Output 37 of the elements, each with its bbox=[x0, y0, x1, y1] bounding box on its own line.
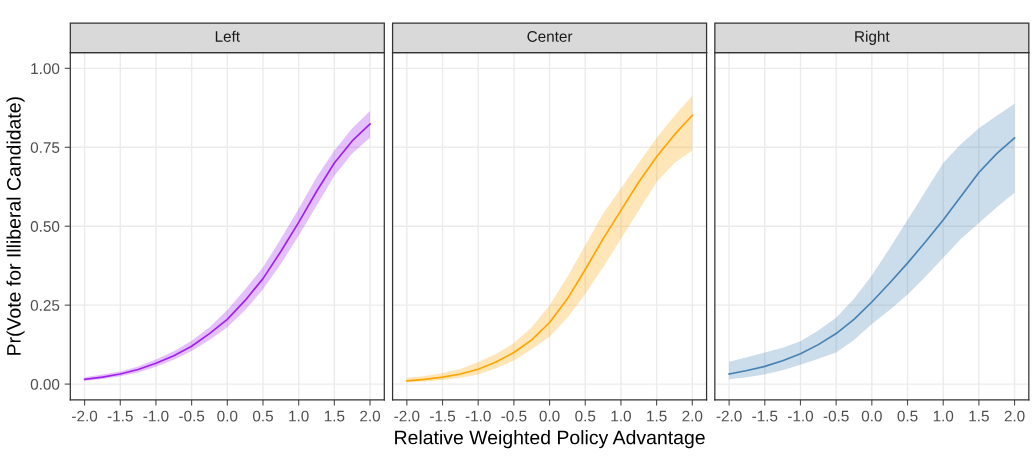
x-tick-label: 1.0 bbox=[289, 410, 309, 422]
chart-title: Left bbox=[215, 30, 240, 42]
chart-title: Right bbox=[855, 30, 890, 45]
x-tick-label: 1.5 bbox=[969, 410, 989, 422]
x-tick-label: -1.0 bbox=[465, 410, 491, 422]
x-tick-label: -2.0 bbox=[72, 410, 98, 422]
y-tick-label: 0.25 bbox=[30, 300, 60, 311]
y-tick-label: 0.75 bbox=[30, 142, 60, 153]
y-tick-label: 1.00 bbox=[31, 63, 60, 75]
x-tick-label: 0.5 bbox=[575, 410, 596, 422]
x-tick-label: -0.5 bbox=[179, 410, 205, 422]
x-tick-label: 2.0 bbox=[1004, 410, 1025, 422]
x-tick-label: -0.5 bbox=[823, 410, 849, 422]
x-axis-title: Relative Weighted Policy Advantage bbox=[395, 430, 705, 449]
x-tick-label: 0.0 bbox=[861, 410, 882, 422]
x-tick-label: 1.5 bbox=[647, 410, 667, 422]
chart-title: Center bbox=[527, 31, 573, 42]
x-tick-label: 0.5 bbox=[252, 410, 273, 422]
x-tick-label: 1.0 bbox=[933, 410, 954, 422]
x-tick-label: 0.5 bbox=[897, 410, 918, 422]
x-tick-label: 0.0 bbox=[217, 410, 238, 422]
x-tick-label: -1.0 bbox=[787, 410, 814, 422]
x-tick-label: 2.0 bbox=[360, 410, 381, 422]
x-tick-label: -1.5 bbox=[107, 410, 133, 422]
y-tick-label: 0.50 bbox=[30, 221, 60, 232]
x-tick-label: 1.5 bbox=[324, 410, 345, 422]
x-tick-label: -1.5 bbox=[430, 410, 456, 422]
x-tick-label: -1.5 bbox=[752, 410, 778, 422]
x-tick-label: -1.0 bbox=[143, 410, 169, 422]
y-axis-title: Pr(Vote for Illiberal Candidate) bbox=[6, 97, 25, 355]
y-tick-label: 0.00 bbox=[30, 378, 60, 390]
x-tick-label: 2.0 bbox=[682, 410, 703, 422]
x-tick-label: 1.0 bbox=[611, 410, 631, 422]
x-tick-label: -2.0 bbox=[394, 410, 420, 422]
x-tick-label: 0.0 bbox=[539, 410, 560, 422]
x-tick-label: -0.5 bbox=[501, 410, 527, 422]
x-tick-label: -2.0 bbox=[716, 410, 742, 422]
